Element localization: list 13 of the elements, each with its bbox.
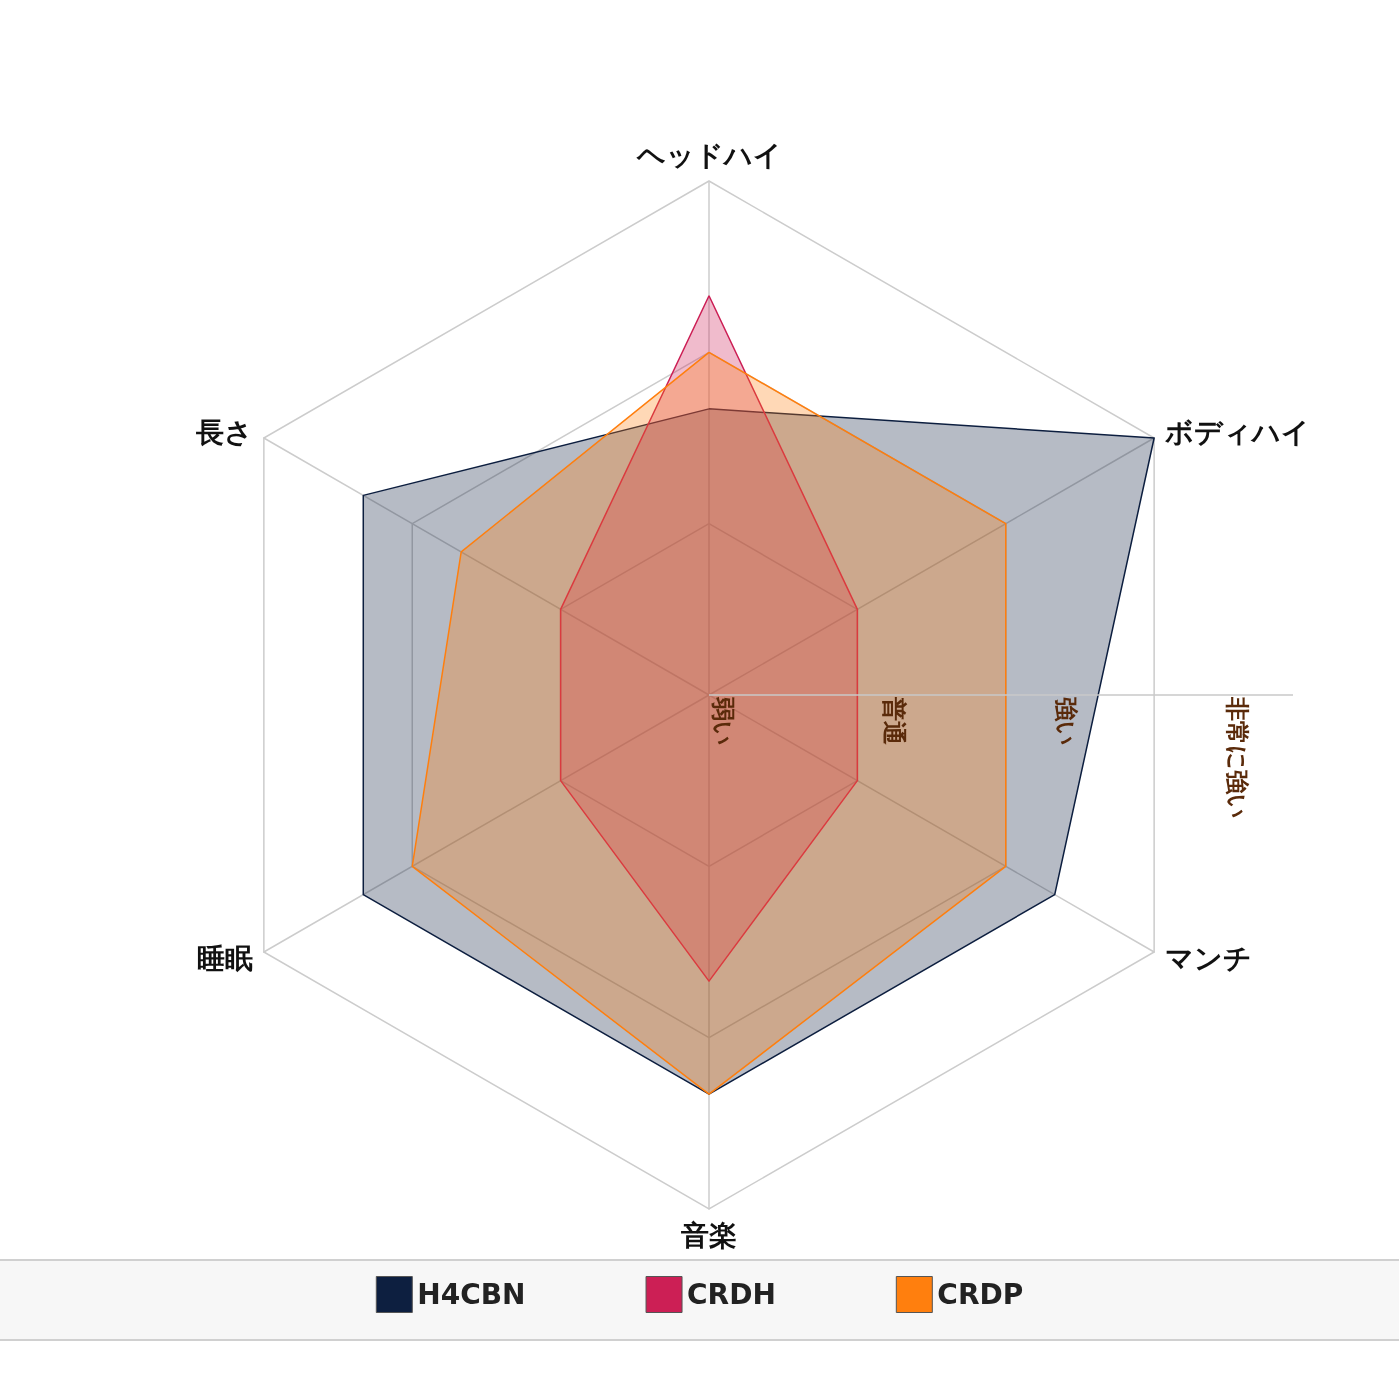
legend-label: H4CBN <box>417 1278 526 1311</box>
y-tick-label: 弱い <box>709 696 737 746</box>
spoke-label: 睡眠 <box>197 941 254 975</box>
y-tick-label: 非常に強い <box>1223 696 1251 819</box>
legend-label: CRDH <box>687 1278 776 1311</box>
y-tick-label: 普通 <box>880 696 909 745</box>
spoke-label: ヘッドハイ <box>635 138 782 172</box>
spoke-label: 音楽 <box>680 1218 737 1252</box>
legend-label: CRDP <box>937 1278 1024 1311</box>
spoke-label: マンチ <box>1164 941 1252 975</box>
spoke-label: ボディハイ <box>1164 415 1310 449</box>
spoke-label: 長さ <box>195 415 254 449</box>
y-tick-label: 強い <box>1051 697 1080 746</box>
